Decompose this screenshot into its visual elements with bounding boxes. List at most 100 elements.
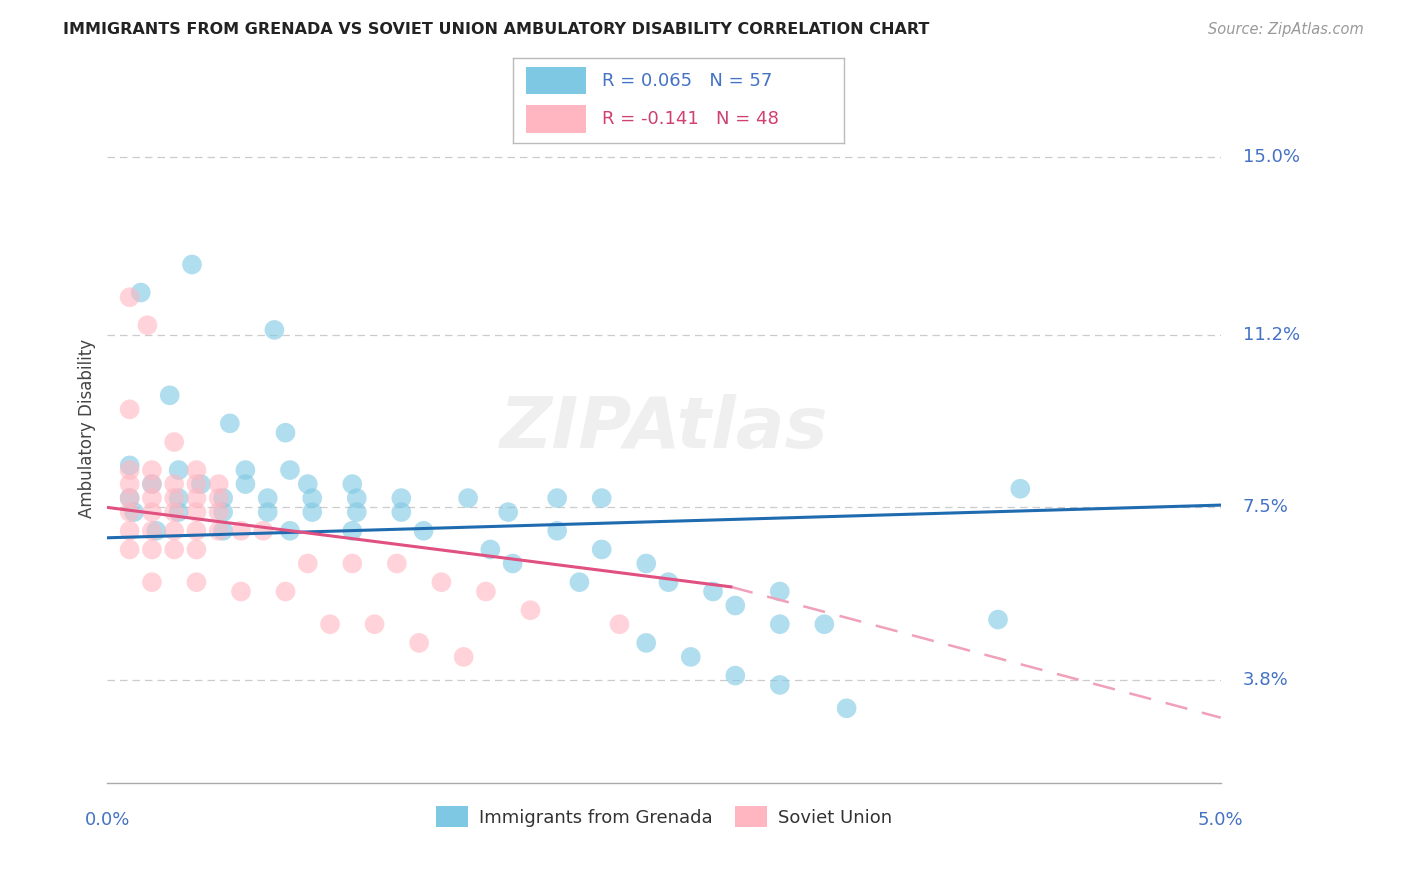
Point	[702, 584, 724, 599]
Point	[141, 463, 163, 477]
Point	[274, 584, 297, 599]
Point	[274, 425, 297, 440]
Point	[208, 505, 231, 519]
Point	[235, 463, 257, 477]
Text: 3.8%: 3.8%	[1243, 672, 1289, 690]
Point	[229, 584, 252, 599]
Point	[218, 417, 240, 431]
Point	[724, 599, 747, 613]
Point	[122, 505, 145, 519]
Point	[163, 505, 186, 519]
Point	[141, 542, 163, 557]
Point	[301, 491, 323, 505]
Point	[208, 524, 231, 538]
Point	[278, 524, 301, 538]
Bar	[526, 67, 586, 95]
Point	[724, 668, 747, 682]
Text: R = 0.065   N = 57: R = 0.065 N = 57	[602, 72, 773, 90]
Point	[1010, 482, 1032, 496]
Point	[636, 557, 658, 571]
Text: 15.0%: 15.0%	[1243, 148, 1301, 166]
Point	[453, 649, 475, 664]
Point	[186, 491, 208, 505]
Point	[163, 491, 186, 505]
Point	[346, 505, 368, 519]
Point	[181, 258, 204, 272]
Point	[636, 636, 658, 650]
Point	[212, 505, 235, 519]
Point	[235, 477, 257, 491]
Point	[141, 477, 163, 491]
Point	[141, 491, 163, 505]
Point	[163, 524, 186, 538]
Point	[186, 575, 208, 590]
Text: 7.5%: 7.5%	[1243, 499, 1289, 516]
Point	[679, 649, 702, 664]
Point	[141, 575, 163, 590]
Point	[568, 575, 591, 590]
Point	[186, 463, 208, 477]
Point	[163, 435, 186, 450]
Point	[145, 524, 167, 538]
Point	[769, 584, 792, 599]
Bar	[526, 105, 586, 133]
Point	[546, 524, 568, 538]
Point	[167, 463, 190, 477]
Point	[479, 542, 502, 557]
Point	[987, 613, 1010, 627]
Point	[385, 557, 408, 571]
Text: Source: ZipAtlas.com: Source: ZipAtlas.com	[1208, 22, 1364, 37]
Point	[342, 557, 364, 571]
Point	[813, 617, 835, 632]
Point	[208, 491, 231, 505]
Point	[118, 491, 141, 505]
Point	[769, 678, 792, 692]
Point	[186, 524, 208, 538]
Point	[519, 603, 541, 617]
Point	[408, 636, 430, 650]
Point	[167, 505, 190, 519]
Point	[297, 557, 319, 571]
Text: 11.2%: 11.2%	[1243, 326, 1301, 343]
Point	[118, 505, 141, 519]
Point	[263, 323, 285, 337]
Point	[118, 491, 141, 505]
Point	[256, 505, 278, 519]
Point	[457, 491, 479, 505]
Point	[229, 524, 252, 538]
Point	[136, 318, 159, 333]
Point	[163, 542, 186, 557]
Point	[141, 505, 163, 519]
Text: R = -0.141   N = 48: R = -0.141 N = 48	[602, 110, 779, 128]
Point	[141, 524, 163, 538]
Text: 5.0%: 5.0%	[1198, 812, 1243, 830]
Point	[389, 491, 412, 505]
Point	[591, 491, 613, 505]
Point	[212, 524, 235, 538]
Point	[389, 505, 412, 519]
Text: 0.0%: 0.0%	[84, 812, 131, 830]
Point	[609, 617, 631, 632]
Y-axis label: Ambulatory Disability: Ambulatory Disability	[79, 338, 96, 517]
Point	[502, 557, 524, 571]
Legend: Immigrants from Grenada, Soviet Union: Immigrants from Grenada, Soviet Union	[429, 799, 900, 834]
Point	[212, 491, 235, 505]
Point	[186, 505, 208, 519]
Point	[190, 477, 212, 491]
Point	[319, 617, 342, 632]
Point	[769, 617, 792, 632]
Point	[591, 542, 613, 557]
Point	[118, 542, 141, 557]
Point	[208, 477, 231, 491]
Point	[297, 477, 319, 491]
Point	[363, 617, 385, 632]
Point	[346, 491, 368, 505]
Point	[186, 542, 208, 557]
Point	[835, 701, 858, 715]
Point	[159, 388, 181, 402]
Point	[118, 524, 141, 538]
Point	[163, 477, 186, 491]
Point	[252, 524, 274, 538]
Point	[430, 575, 453, 590]
Text: ZIPAtlas: ZIPAtlas	[499, 393, 828, 463]
